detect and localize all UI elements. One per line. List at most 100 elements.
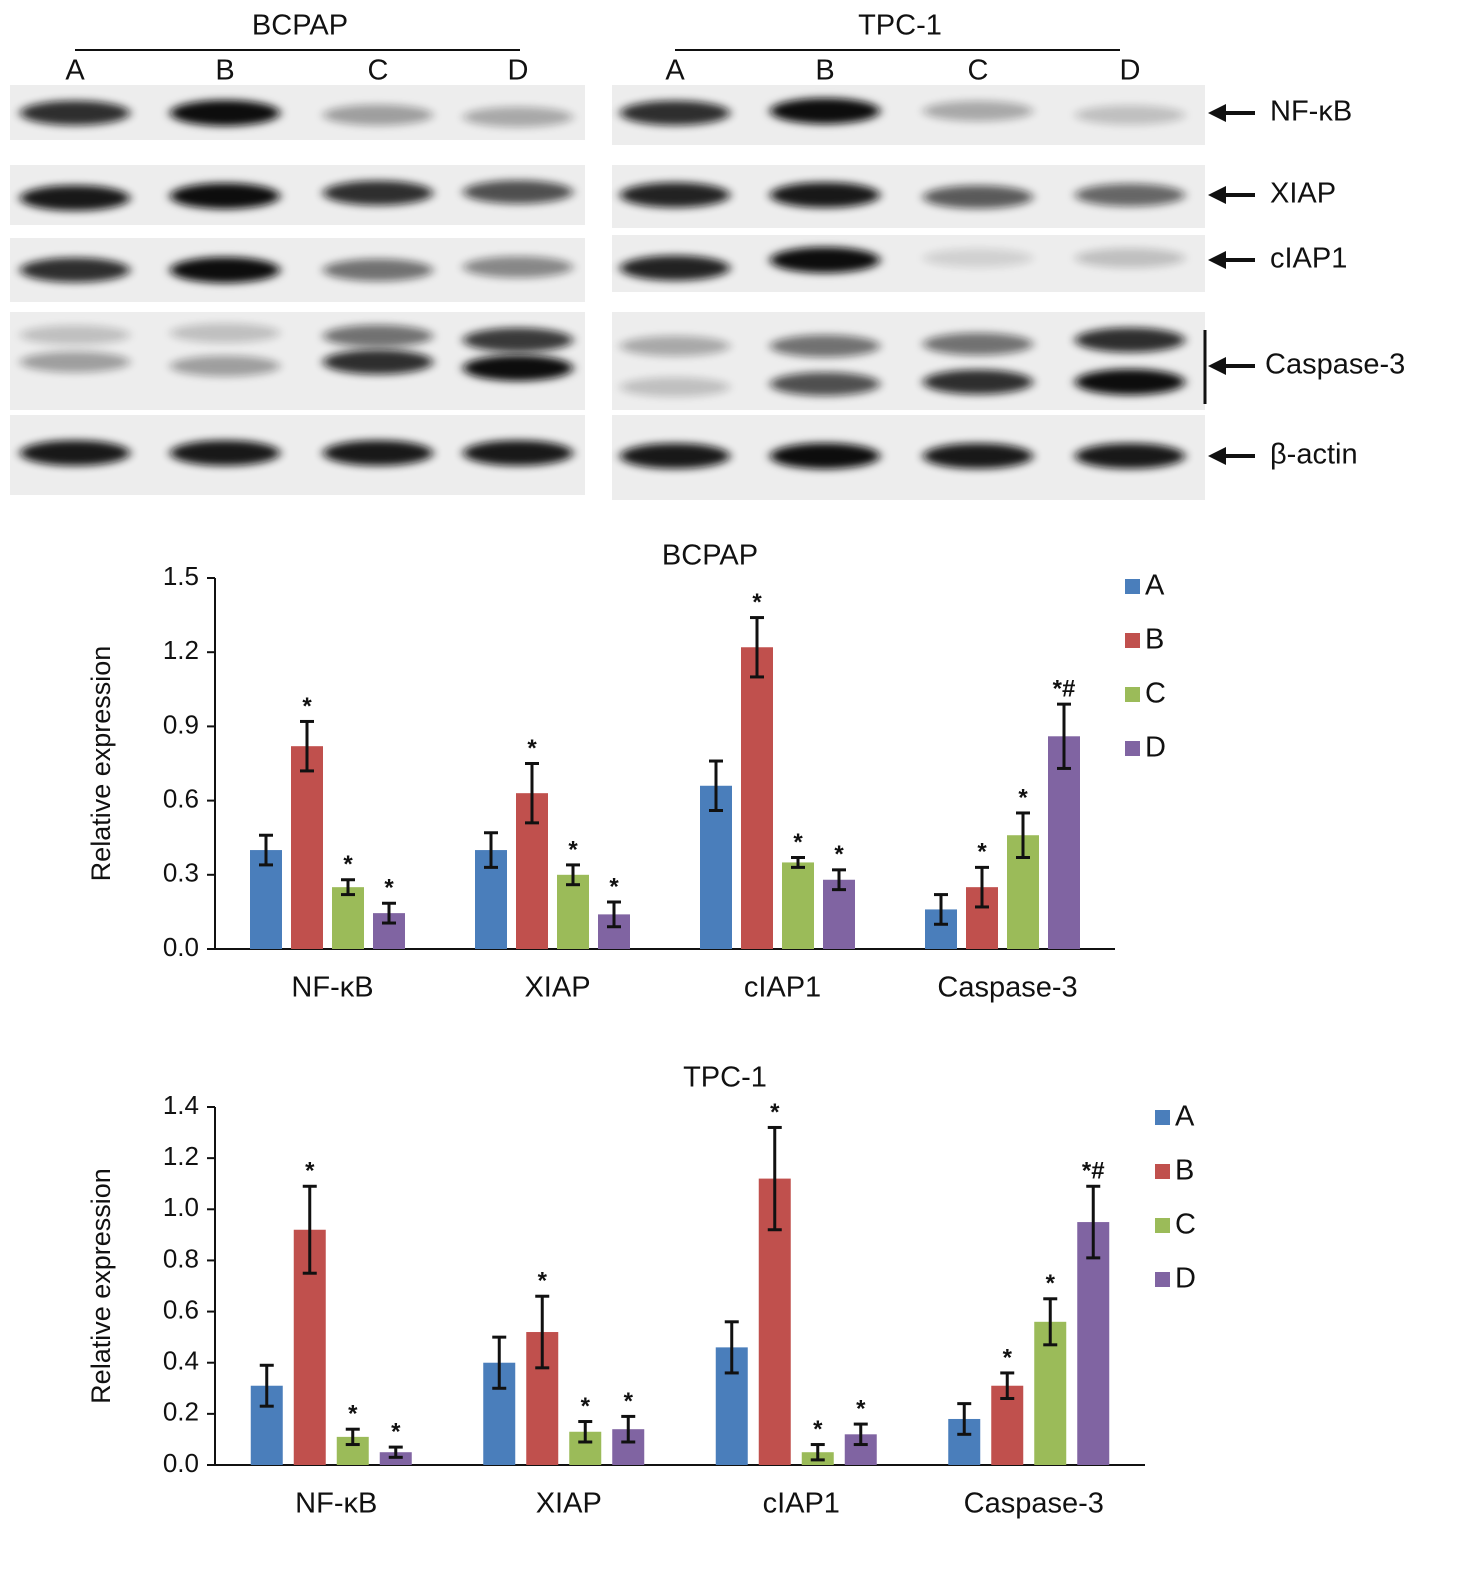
bar xyxy=(291,746,323,949)
x-tick-label: NF-κB xyxy=(291,972,373,1004)
error-bar xyxy=(302,1184,317,1275)
band xyxy=(323,324,433,348)
x-tick-label: XIAP xyxy=(536,1488,602,1520)
y-tick-label: 0.0 xyxy=(163,1448,199,1478)
protein-label: cIAP1 xyxy=(1270,243,1347,275)
error-bar xyxy=(832,868,846,892)
legend-swatch xyxy=(1125,579,1140,594)
band xyxy=(20,185,130,211)
lane-label: D xyxy=(508,55,529,87)
error-bar xyxy=(259,1363,274,1408)
band xyxy=(170,100,280,126)
error-bar xyxy=(853,1422,868,1447)
bar xyxy=(741,647,773,949)
band xyxy=(923,185,1033,209)
error-bar xyxy=(709,759,723,812)
error-bar xyxy=(535,1294,550,1370)
band xyxy=(323,440,433,466)
significance-marker: * xyxy=(856,1395,866,1422)
band xyxy=(620,443,730,469)
significance-marker: * xyxy=(581,1393,591,1420)
error-bar xyxy=(1043,1297,1058,1347)
significance-marker: * xyxy=(1003,1344,1013,1371)
lane-label: B xyxy=(815,55,834,87)
chart-title: TPC-1 xyxy=(683,1062,767,1094)
significance-marker: * xyxy=(1018,784,1028,811)
significance-marker: * xyxy=(609,873,619,900)
band xyxy=(170,440,280,466)
significance-marker: * xyxy=(348,1401,358,1428)
x-tick-label: Caspase-3 xyxy=(937,972,1077,1004)
significance-marker: * xyxy=(770,1099,780,1126)
error-bar xyxy=(607,900,621,929)
bar xyxy=(782,862,814,949)
band xyxy=(463,256,573,278)
bar xyxy=(1077,1222,1110,1465)
chart-title: BCPAP xyxy=(662,540,758,572)
lane-label: A xyxy=(65,55,85,87)
y-tick-label: 0.6 xyxy=(163,783,199,813)
band xyxy=(770,443,880,469)
significance-marker: * xyxy=(813,1416,823,1443)
significance-marker: * xyxy=(977,839,987,866)
error-bar xyxy=(791,855,805,869)
legend-swatch xyxy=(1155,1164,1170,1179)
error-bar xyxy=(1057,702,1071,770)
error-bar xyxy=(566,863,580,887)
significance-marker: *# xyxy=(1082,1158,1105,1185)
bar xyxy=(700,785,732,949)
legend-label: B xyxy=(1145,624,1164,656)
lane-label: B xyxy=(215,55,234,87)
significance-marker: * xyxy=(793,829,803,856)
band xyxy=(323,258,433,282)
x-tick-label: cIAP1 xyxy=(763,1488,840,1520)
band xyxy=(20,257,130,283)
band xyxy=(1075,369,1185,395)
arrow-head xyxy=(1208,251,1226,269)
significance-marker: * xyxy=(624,1388,634,1415)
band xyxy=(620,377,730,397)
band xyxy=(463,355,573,381)
bar xyxy=(823,879,855,949)
band xyxy=(20,351,130,373)
significance-marker: * xyxy=(538,1268,548,1295)
band xyxy=(620,255,730,281)
band xyxy=(170,257,280,283)
y-tick-label: 1.2 xyxy=(163,1141,199,1171)
error-bar xyxy=(259,833,273,867)
y-tick-label: 0.0 xyxy=(163,932,199,962)
band xyxy=(770,247,880,273)
band xyxy=(923,332,1033,356)
error-bar xyxy=(300,719,314,773)
blot-group-title: TPC-1 xyxy=(858,10,942,42)
band xyxy=(170,355,280,377)
band xyxy=(620,100,730,126)
y-tick-label: 1.5 xyxy=(163,561,199,591)
y-tick-label: 0.6 xyxy=(163,1294,199,1324)
significance-marker: * xyxy=(834,841,844,868)
error-bar xyxy=(810,1443,825,1462)
protein-label: Caspase-3 xyxy=(1265,349,1405,381)
band xyxy=(20,325,130,345)
arrow-head xyxy=(1208,186,1226,204)
band xyxy=(620,182,730,208)
bar xyxy=(250,850,282,949)
y-tick-label: 1.4 xyxy=(163,1090,199,1120)
x-tick-label: NF-κB xyxy=(295,1488,377,1520)
error-bar xyxy=(484,831,498,869)
error-bar xyxy=(767,1125,782,1232)
x-tick-label: cIAP1 xyxy=(744,972,821,1004)
band xyxy=(20,440,130,466)
bar xyxy=(557,874,589,949)
error-bar xyxy=(1000,1371,1015,1401)
error-bar xyxy=(1016,811,1030,859)
band xyxy=(923,443,1033,469)
protein-label: β-actin xyxy=(1270,439,1358,471)
lane-label: C xyxy=(968,55,989,87)
band xyxy=(323,180,433,206)
error-bar xyxy=(341,878,355,897)
error-bar xyxy=(578,1420,593,1444)
error-bar xyxy=(388,1445,403,1459)
error-bar xyxy=(724,1320,739,1375)
protein-label: XIAP xyxy=(1270,178,1336,210)
